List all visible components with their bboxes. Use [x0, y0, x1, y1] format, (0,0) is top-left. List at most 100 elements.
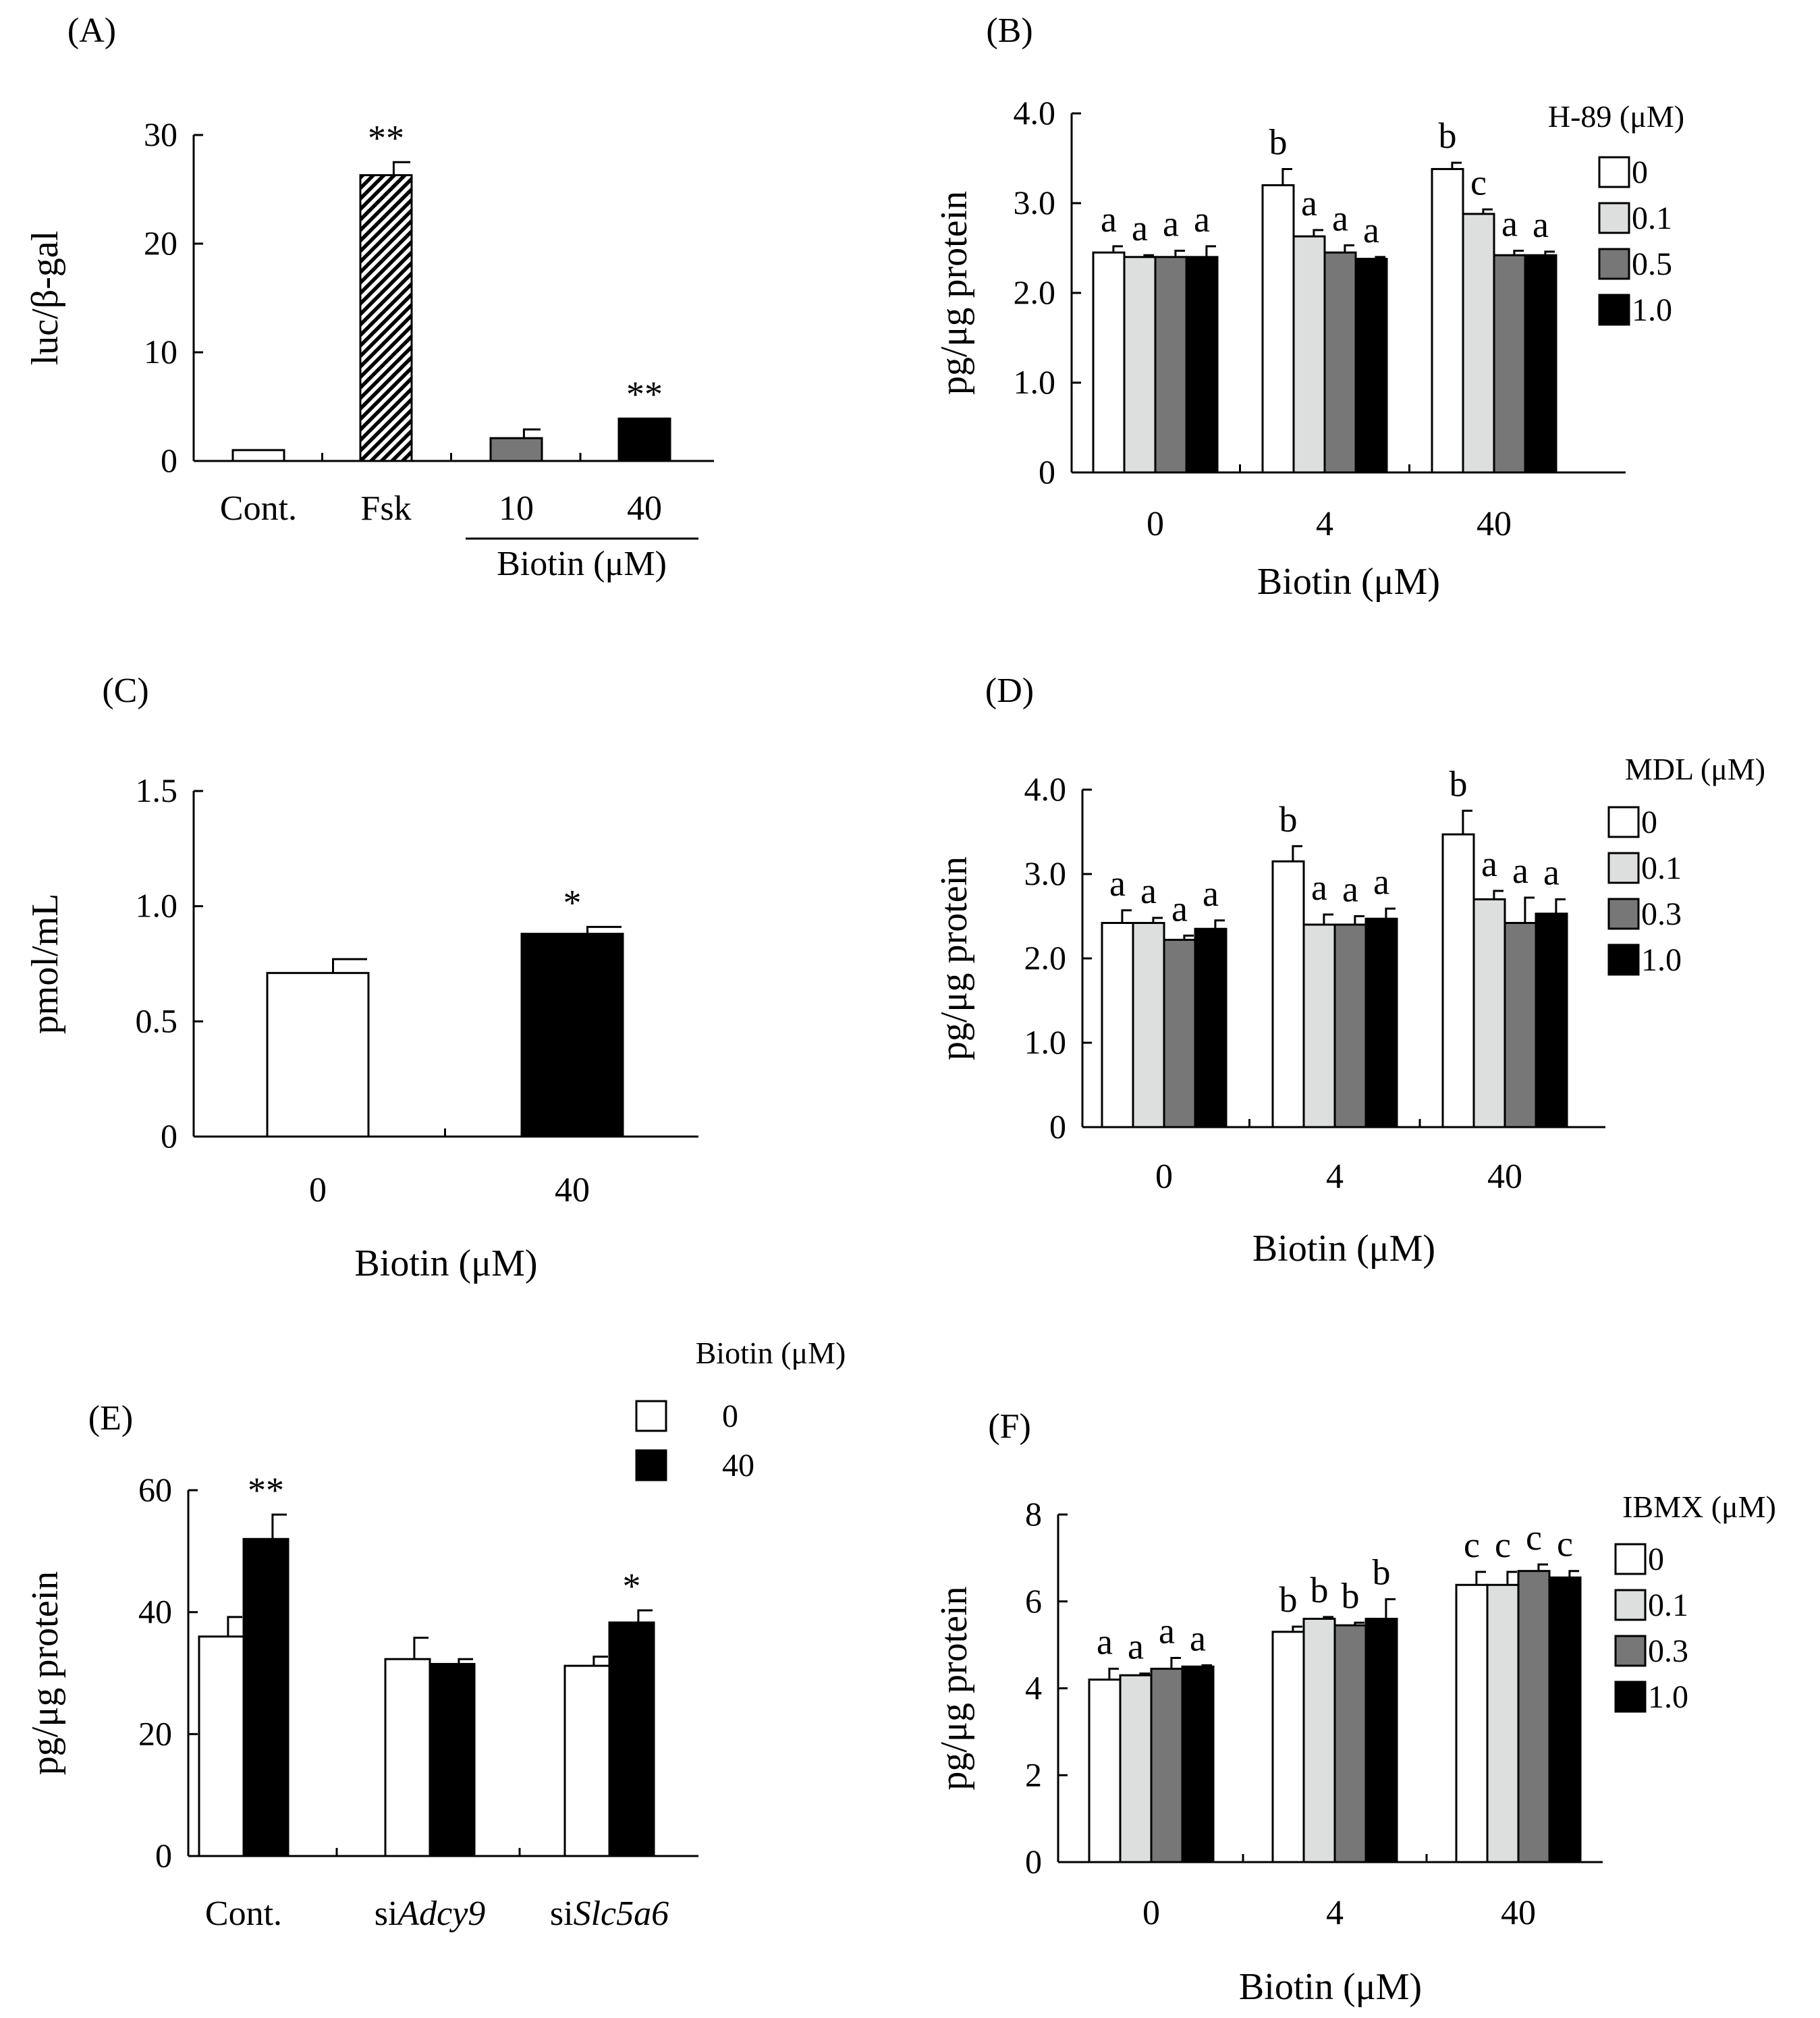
bar-40-2 — [609, 1622, 654, 1856]
error-bar — [1508, 1572, 1517, 1585]
legend-swatch — [1609, 899, 1638, 929]
bar-1_0-2 — [1549, 1577, 1580, 1862]
y-tick-label: 1.0 — [1014, 363, 1056, 401]
bar-1_0-1 — [1356, 258, 1387, 472]
y-axis-label: pmol/mL — [24, 894, 66, 1034]
bar-annotation: ** — [626, 374, 663, 414]
x-tick-label: 10 — [499, 489, 534, 528]
y-tick-label: 10 — [144, 333, 177, 371]
x-tick-label: siAdcy9 — [375, 1894, 486, 1933]
bar-0-0 — [1102, 923, 1133, 1128]
bar-1_0-0 — [1182, 1666, 1213, 1862]
bar-annotation: a — [1543, 852, 1560, 893]
bar-0-0 — [199, 1637, 244, 1856]
error-bar — [1386, 1600, 1396, 1619]
category-prefix: si — [375, 1894, 398, 1933]
bar-annotation: a — [1301, 183, 1317, 223]
error-bar — [1494, 891, 1504, 900]
x-axis-label: Biotin (μM) — [1239, 1966, 1422, 2008]
legend-label: 0.3 — [1641, 896, 1682, 932]
x-tick-label: Fsk — [360, 489, 411, 528]
legend-swatch — [636, 1401, 666, 1431]
legend-label: 0.1 — [1648, 1587, 1688, 1623]
legend-title: IBMX (μM) — [1622, 1490, 1776, 1524]
bar-0-1 — [385, 1659, 430, 1856]
bar-0_1-1 — [1304, 925, 1335, 1127]
legend-swatch — [1616, 1682, 1645, 1712]
error-bar — [1324, 915, 1333, 925]
y-tick-label: 40 — [138, 1593, 172, 1631]
error-bar — [333, 959, 368, 973]
y-tick-label: 20 — [138, 1714, 172, 1752]
error-bar — [1207, 246, 1216, 257]
error-bar — [1556, 900, 1566, 914]
x-tick-label: 40 — [1501, 1894, 1536, 1932]
error-bar — [588, 927, 622, 933]
bar-annotation: b — [1342, 1575, 1360, 1616]
legend-label: 1.0 — [1648, 1679, 1688, 1715]
panel-c: (C) 0 0.5 1.0 1.5 pmol/mL * 0 40 Biotin (μM) — [24, 672, 698, 1284]
bar-0_5-1 — [1325, 252, 1356, 472]
bar-annotation: c — [1464, 1525, 1480, 1565]
x-tick-label: 40 — [1477, 505, 1512, 543]
x-tick-label: 40 — [555, 1171, 590, 1209]
bar-annotation: b — [1373, 1552, 1391, 1593]
y-axis-label: pg/μg protein — [933, 191, 975, 395]
y-tick-label: 2.0 — [1014, 273, 1056, 311]
bar-annotation: b — [1450, 763, 1468, 804]
legend-swatch — [1609, 853, 1638, 883]
bar-0_5-0 — [1155, 257, 1186, 472]
bar-annotation: a — [1163, 203, 1179, 244]
bar-annotation: a — [1373, 861, 1389, 902]
y-tick-label: 3.0 — [1014, 184, 1056, 221]
panel-label: (D) — [985, 672, 1034, 710]
bar-0_1-0 — [1124, 257, 1155, 472]
bar-0_1-2 — [1463, 214, 1494, 472]
bar-1 — [522, 934, 623, 1137]
bar-0-1 — [1273, 861, 1304, 1127]
bar-annotation: c — [1495, 1525, 1511, 1565]
error-bar — [524, 429, 541, 438]
bar-2 — [491, 438, 542, 461]
bar-annotation: a — [1332, 198, 1348, 239]
legend-swatch — [1599, 157, 1629, 187]
legend-swatch — [1616, 1590, 1645, 1620]
y-tick-label: 0 — [1049, 1108, 1066, 1145]
legend-label: 0.1 — [1632, 200, 1672, 236]
y-tick-label: 0 — [1025, 1843, 1042, 1880]
category-gene: Adcy9 — [395, 1894, 485, 1933]
legend-label: 0.3 — [1648, 1633, 1688, 1669]
bar-1_0-1 — [1366, 1619, 1397, 1863]
legend-label: 0 — [722, 1398, 738, 1434]
bar-0_3-2 — [1505, 923, 1536, 1128]
bar-0-2 — [1456, 1585, 1487, 1862]
legend-label: 1.0 — [1641, 942, 1682, 978]
legend-title: MDL (μM) — [1625, 752, 1765, 786]
y-tick-label: 0 — [161, 1117, 177, 1155]
y-tick-label: 6 — [1025, 1582, 1042, 1620]
bar-0_1-0 — [1133, 923, 1164, 1128]
bar-40-0 — [244, 1539, 288, 1856]
error-bar — [393, 162, 410, 175]
panel-d: (D)01.02.03.04.0pg/μg protein abba aaa a aa a… — [933, 672, 1765, 1270]
y-tick-label: 1.0 — [1024, 1023, 1067, 1061]
y-axis-label: luc/β-gal — [24, 231, 66, 366]
y-tick-label: 0 — [1039, 453, 1055, 491]
y-tick-label: 0.5 — [136, 1002, 178, 1039]
y-tick-label: 0 — [155, 1836, 172, 1874]
panel-label: (B) — [986, 11, 1032, 50]
bar-annotation: a — [1128, 1627, 1144, 1667]
error-bar — [594, 1657, 608, 1666]
x-axis-label: Biotin (μM) — [1252, 1228, 1435, 1270]
bar-0_3-1 — [1335, 925, 1366, 1127]
x-tick-label: 0 — [1142, 1894, 1160, 1932]
x-tick-label: 40 — [1487, 1157, 1522, 1196]
bar-0_1-2 — [1474, 900, 1505, 1128]
y-tick-label: 20 — [144, 224, 177, 262]
error-bar — [1215, 921, 1225, 929]
y-tick-label: 8 — [1025, 1495, 1042, 1533]
category-prefix: si — [550, 1894, 574, 1933]
bar-0_1-2 — [1487, 1585, 1518, 1862]
y-tick-label: 60 — [138, 1471, 172, 1508]
